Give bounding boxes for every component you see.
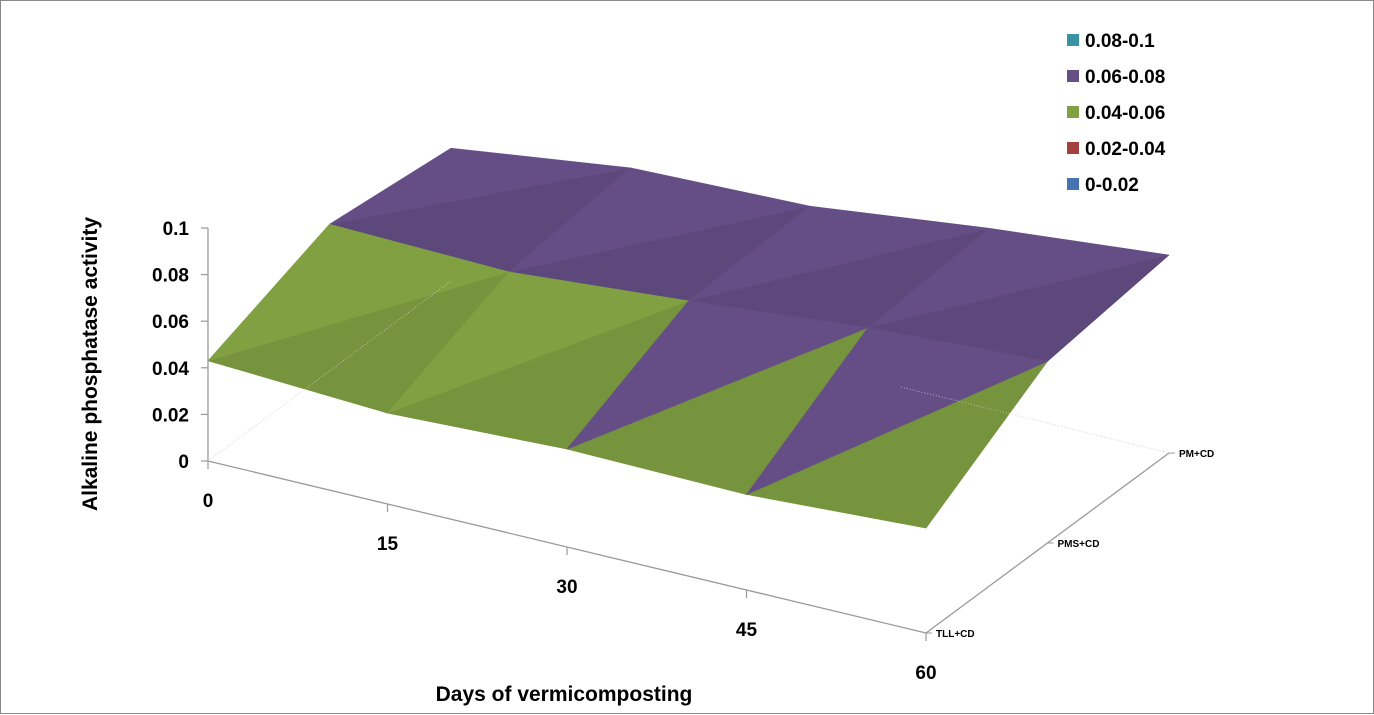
legend-label: 0.08-0.1 bbox=[1085, 31, 1155, 52]
y-tick-label: 0.06 bbox=[152, 312, 189, 333]
depth-tick-label: PMS+CD bbox=[1058, 539, 1100, 550]
surface-facet bbox=[508, 167, 811, 273]
surface-plot bbox=[206, 147, 1170, 529]
depth-ticks: TLL+CD PMS+CD PM+CD bbox=[926, 449, 1214, 640]
x-axis-title: Days of vermicomposting bbox=[436, 683, 693, 706]
y-tick-label: 0 bbox=[178, 452, 189, 473]
x-tick-label: 15 bbox=[377, 534, 399, 555]
legend-swatch bbox=[1067, 70, 1079, 82]
surface-facet bbox=[566, 300, 870, 450]
legend-label: 0.04-0.06 bbox=[1085, 103, 1165, 124]
y-ticks: 0 0.02 0.04 0.06 0.08 0.1 bbox=[152, 219, 208, 473]
legend-label: 0-0.02 bbox=[1085, 175, 1139, 196]
legend-swatch bbox=[1067, 178, 1079, 190]
floor-back-edge-2 bbox=[900, 386, 1170, 454]
surface-facet bbox=[329, 147, 631, 225]
y-tick-label: 0.08 bbox=[152, 266, 189, 287]
legend-swatch bbox=[1067, 106, 1079, 118]
y-axis-title: Alkaline phosphatase activity bbox=[79, 217, 102, 511]
x-ticks: 0 15 30 45 60 bbox=[203, 461, 937, 684]
y-tick-label: 0.04 bbox=[152, 359, 189, 380]
x-tick-label: 0 bbox=[203, 491, 214, 512]
legend-swatch bbox=[1067, 34, 1079, 46]
legend-label: 0.06-0.08 bbox=[1085, 67, 1165, 88]
legend-swatch bbox=[1067, 142, 1079, 154]
surface-facet bbox=[387, 271, 690, 414]
floor-back-edge bbox=[207, 280, 452, 462]
surface-facet bbox=[207, 223, 511, 362]
y-tick-label: 0.02 bbox=[152, 405, 189, 426]
surface-facet bbox=[745, 327, 1049, 496]
x-tick-label: 60 bbox=[915, 663, 936, 684]
depth-tick-label: TLL+CD bbox=[936, 629, 975, 640]
legend: 0.08-0.1 0.06-0.08 0.04-0.06 0.02-0.04 0-0.0… bbox=[1067, 31, 1166, 196]
surface-facet bbox=[688, 205, 990, 302]
surface-facet bbox=[867, 227, 1170, 328]
x-tick-label: 45 bbox=[736, 620, 758, 641]
legend-label: 0.02-0.04 bbox=[1085, 139, 1166, 160]
depth-tick-label: PM+CD bbox=[1179, 449, 1214, 460]
x-tick-label: 30 bbox=[556, 577, 577, 598]
y-tick-label: 0.1 bbox=[163, 219, 190, 240]
